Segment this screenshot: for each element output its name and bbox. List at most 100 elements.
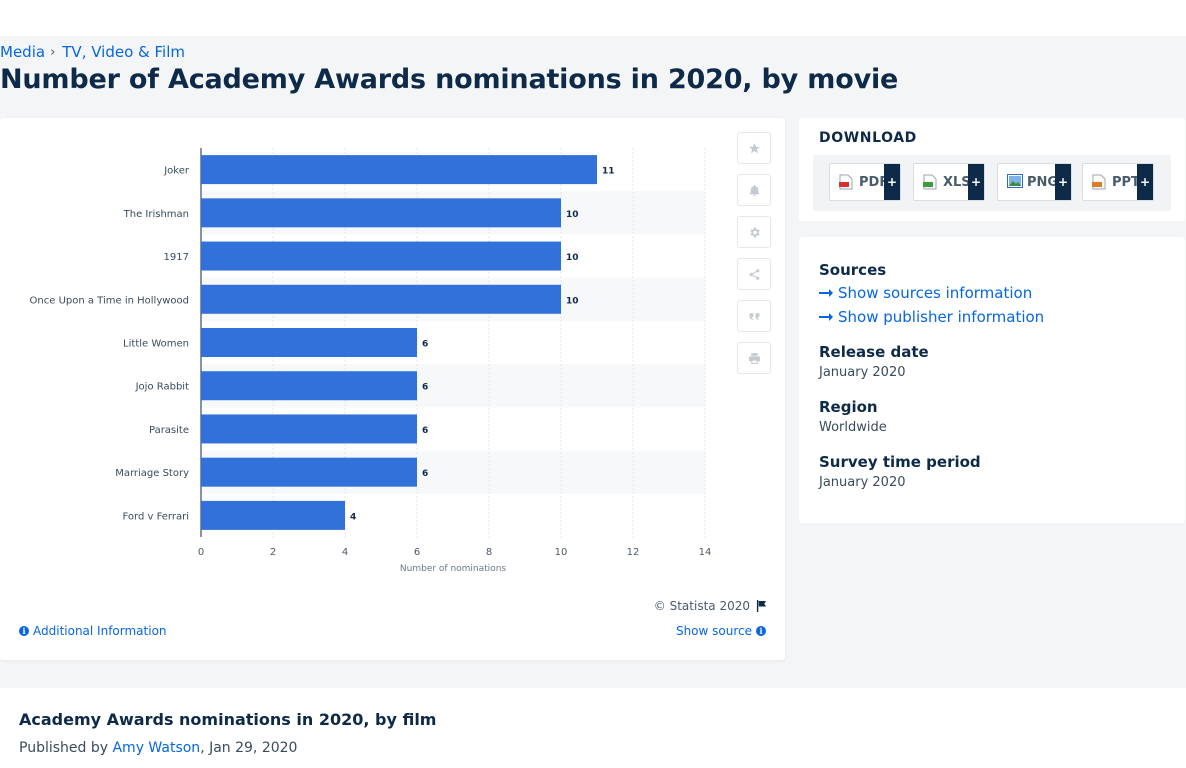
region-value: Worldwide bbox=[819, 420, 887, 435]
printer-icon bbox=[748, 352, 760, 364]
arrow-right-icon bbox=[819, 313, 833, 321]
release-date-label: Release date bbox=[819, 343, 929, 361]
data-label: 6 bbox=[422, 383, 428, 393]
survey-period-label: Survey time period bbox=[819, 453, 981, 471]
survey-period-value: January 2020 bbox=[819, 475, 906, 490]
star-icon bbox=[748, 142, 760, 153]
category-label: 1917 bbox=[164, 252, 189, 263]
bar-0[interactable] bbox=[201, 155, 597, 185]
published-by: Published by Amy Watson, Jan 29, 2020 bbox=[19, 740, 297, 756]
download-xls-button[interactable]: XLS + bbox=[913, 163, 985, 201]
release-date-value: January 2020 bbox=[819, 365, 906, 380]
settings-button[interactable] bbox=[737, 216, 771, 248]
chart-card: Joker 11 The Irishman 10 1917 10 Once Upon a T… bbox=[0, 118, 785, 660]
quote-icon bbox=[749, 312, 759, 320]
category-label: Parasite bbox=[149, 425, 189, 436]
show-sources-link[interactable]: Show sources information bbox=[819, 284, 1032, 302]
ppt-file-icon bbox=[1092, 174, 1106, 190]
png-file-icon bbox=[1007, 174, 1023, 190]
pdf-plus-icon[interactable]: + bbox=[884, 164, 900, 200]
bar-7[interactable] bbox=[201, 457, 417, 487]
data-label: 6 bbox=[422, 469, 428, 479]
xls-label: XLS bbox=[943, 174, 971, 190]
x-tick-label: 6 bbox=[414, 547, 420, 558]
download-title: DOWNLOAD bbox=[819, 130, 917, 146]
x-tick-label: 12 bbox=[627, 547, 640, 558]
published-by-label: Published by bbox=[19, 740, 113, 756]
chart-toolbar bbox=[737, 132, 773, 384]
breadcrumb-tv-video-film[interactable]: TV, Video & Film bbox=[62, 43, 185, 61]
x-tick-label: 8 bbox=[486, 547, 492, 558]
data-label: 6 bbox=[422, 340, 428, 350]
show-sources-label: Show sources information bbox=[838, 284, 1033, 302]
metadata-panel: Sources Show sources information Show pu… bbox=[799, 237, 1185, 523]
bar-5[interactable] bbox=[201, 371, 417, 401]
bar-6[interactable] bbox=[201, 414, 417, 444]
xls-file-icon bbox=[923, 174, 937, 190]
download-ppt-button[interactable]: PPT + bbox=[1082, 163, 1154, 201]
arrow-right-icon bbox=[819, 289, 833, 297]
x-tick-label: 2 bbox=[270, 547, 276, 558]
pdf-file-icon bbox=[839, 174, 853, 190]
data-label: 11 bbox=[602, 167, 615, 177]
flag-icon[interactable] bbox=[756, 600, 767, 612]
info-icon: i bbox=[756, 626, 766, 636]
category-label: Once Upon a Time in Hollywood bbox=[30, 295, 189, 306]
xls-plus-icon[interactable]: + bbox=[968, 164, 984, 200]
cite-button[interactable] bbox=[737, 300, 771, 332]
category-label: Jojo Rabbit bbox=[135, 382, 189, 393]
x-axis-label: Number of nominations bbox=[400, 564, 506, 574]
author-link[interactable]: Amy Watson bbox=[112, 740, 201, 756]
pdf-label: PDF bbox=[859, 174, 889, 190]
additional-information-label: Additional Information bbox=[33, 624, 167, 638]
download-png-button[interactable]: PNG + bbox=[997, 163, 1072, 201]
bar-2[interactable] bbox=[201, 241, 561, 271]
category-label: Marriage Story bbox=[115, 468, 189, 479]
category-label: Joker bbox=[163, 166, 190, 177]
bar-8[interactable] bbox=[201, 500, 345, 530]
description-title: Academy Awards nominations in 2020, by f… bbox=[19, 710, 437, 729]
bar-chart: Joker 11 The Irishman 10 1917 10 Once Upon a T… bbox=[30, 148, 712, 574]
breadcrumb-media[interactable]: Media bbox=[0, 43, 46, 61]
data-label: 10 bbox=[566, 253, 579, 263]
data-label: 10 bbox=[566, 296, 579, 306]
additional-information-link[interactable]: i Additional Information bbox=[19, 624, 167, 638]
bar-4[interactable] bbox=[201, 328, 417, 357]
category-label: The Irishman bbox=[123, 209, 189, 220]
category-label: Ford v Ferrari bbox=[123, 511, 190, 522]
info-icon: i bbox=[19, 626, 29, 636]
png-label: PNG bbox=[1027, 174, 1059, 190]
copyright-text: © Statista 2020 bbox=[653, 599, 750, 613]
bell-icon bbox=[749, 184, 759, 196]
sources-label: Sources bbox=[819, 261, 887, 279]
copyright-notice: © Statista 2020 bbox=[654, 599, 767, 613]
bar-3[interactable] bbox=[201, 284, 561, 314]
show-publisher-label: Show publisher information bbox=[838, 308, 1045, 326]
data-label: 4 bbox=[350, 512, 356, 522]
ppt-plus-icon[interactable]: + bbox=[1137, 164, 1153, 200]
chevron-right-icon: › bbox=[50, 44, 56, 60]
category-label: Little Women bbox=[123, 339, 189, 350]
description-panel: Academy Awards nominations in 2020, by f… bbox=[0, 688, 1186, 768]
bar-1[interactable] bbox=[201, 198, 561, 228]
share-button[interactable] bbox=[737, 258, 771, 290]
show-source-label: Show source bbox=[675, 624, 752, 638]
gear-icon bbox=[749, 227, 760, 237]
show-publisher-link[interactable]: Show publisher information bbox=[819, 308, 1044, 326]
notification-button[interactable] bbox=[737, 174, 771, 206]
print-button[interactable] bbox=[737, 342, 771, 374]
top-bar bbox=[0, 0, 1186, 36]
download-panel: DOWNLOAD PDF + XLS + PNG + PPT + bbox=[799, 118, 1185, 221]
x-tick-label: 4 bbox=[342, 547, 348, 558]
download-buttons: PDF + XLS + PNG + PPT + bbox=[813, 155, 1171, 211]
show-source-link[interactable]: Show source i bbox=[676, 624, 766, 638]
share-icon bbox=[749, 268, 759, 280]
publish-date: , Jan 29, 2020 bbox=[200, 740, 298, 756]
png-plus-icon[interactable]: + bbox=[1055, 164, 1071, 200]
x-tick-label: 14 bbox=[699, 547, 712, 558]
data-label: 10 bbox=[566, 210, 579, 220]
x-tick-label: 0 bbox=[198, 547, 204, 558]
download-pdf-button[interactable]: PDF + bbox=[829, 163, 901, 201]
favorite-button[interactable] bbox=[737, 132, 771, 164]
data-label: 6 bbox=[422, 426, 428, 436]
